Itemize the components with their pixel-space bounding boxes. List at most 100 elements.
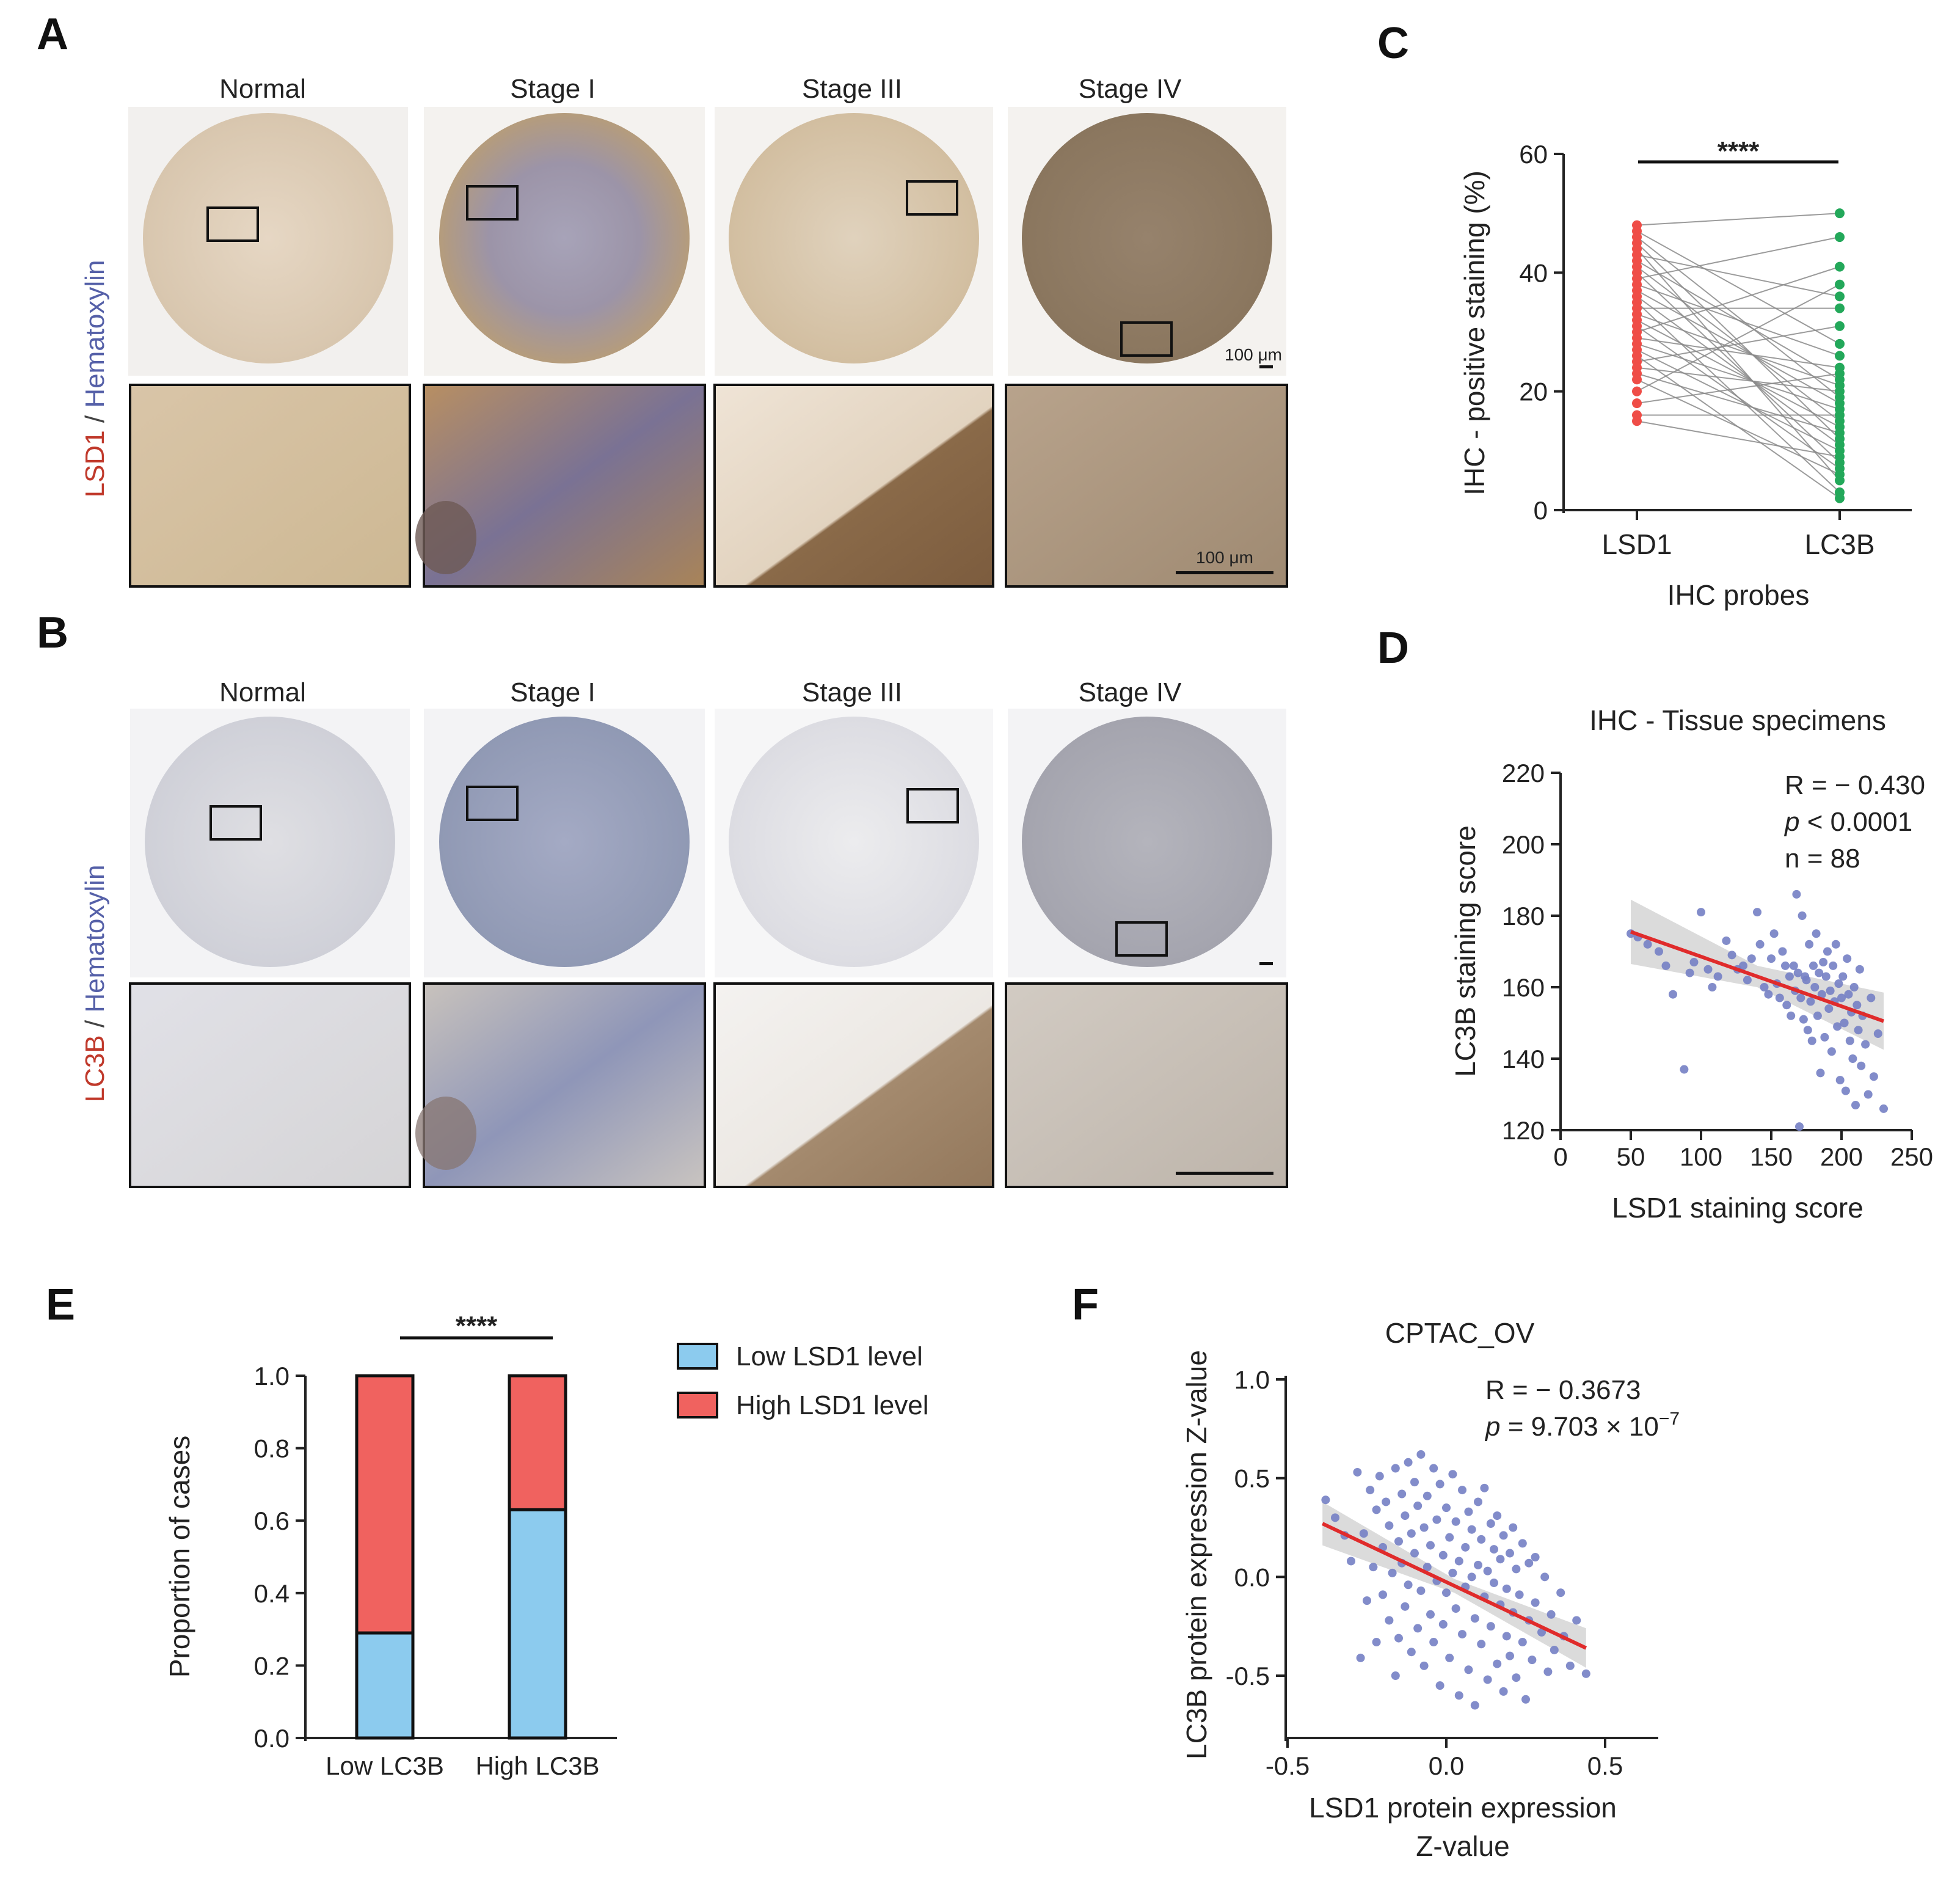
panel-letter-b: B	[37, 608, 68, 657]
d-point	[1855, 965, 1864, 974]
d-point	[1834, 979, 1843, 988]
d-point	[1661, 961, 1670, 970]
stain-label-a: LSD1 / Hematoxylin	[80, 260, 110, 498]
f-point	[1451, 1604, 1460, 1613]
zoom-stage-iii-a	[713, 384, 994, 588]
panel-letter-f: F	[1072, 1280, 1099, 1329]
f-point	[1499, 1687, 1508, 1696]
f-point	[1531, 1598, 1540, 1607]
d-x-tick-label: 150	[1750, 1142, 1793, 1171]
d-point	[1708, 983, 1717, 991]
f-point	[1461, 1543, 1470, 1552]
f-point	[1353, 1467, 1362, 1477]
f-point	[1321, 1495, 1330, 1505]
f-point	[1518, 1539, 1527, 1548]
f-point	[1525, 1558, 1534, 1568]
column-label-stage-iv: Stage IV	[1079, 74, 1182, 104]
f-point	[1331, 1513, 1339, 1522]
f-x-axis-label-line2: Z-value	[1416, 1830, 1509, 1862]
d-point	[1823, 947, 1832, 956]
f-stat-p-symbol: p	[1484, 1412, 1500, 1442]
f-point	[1442, 1588, 1451, 1597]
f-point	[1438, 1619, 1448, 1629]
roi-box-stage-i-b	[466, 786, 519, 821]
d-y-axis-label: LC3B staining score	[1449, 825, 1481, 1077]
f-point	[1407, 1648, 1416, 1657]
f-point	[1401, 1511, 1410, 1521]
d-point	[1775, 993, 1784, 1002]
d-point	[1739, 961, 1747, 970]
f-point	[1509, 1523, 1518, 1532]
c-point-lc3b	[1835, 261, 1845, 272]
f-point	[1480, 1483, 1489, 1492]
f-point	[1448, 1470, 1457, 1479]
f-point	[1490, 1579, 1498, 1588]
f-point	[1429, 1464, 1438, 1473]
c-point-lc3b	[1835, 279, 1845, 290]
column-label-normal-b: Normal	[219, 677, 306, 707]
c-y-tick-label: 60	[1519, 140, 1548, 169]
f-point	[1385, 1616, 1394, 1625]
f-x-tick-label: 0.0	[1429, 1751, 1464, 1780]
c-pair-line	[1636, 313, 1840, 386]
d-point	[1826, 986, 1835, 995]
c-point-lc3b	[1835, 303, 1845, 313]
f-point	[1388, 1568, 1397, 1577]
d-point	[1782, 1001, 1791, 1010]
d-point	[1857, 1061, 1866, 1070]
scale-bar-top-b	[1259, 962, 1273, 965]
c-point-lsd1	[1632, 374, 1642, 385]
d-point	[1805, 940, 1814, 949]
f-point	[1391, 1464, 1400, 1473]
scale-bar-top-label-a: 100 μm	[1225, 345, 1282, 364]
d-point	[1815, 968, 1824, 977]
zoom-stage-iv-a	[1005, 384, 1288, 588]
tma-core-stage-iv-a	[1022, 113, 1272, 363]
f-point	[1379, 1590, 1387, 1599]
f-point	[1426, 1610, 1435, 1619]
f-y-tick-label: 0.0	[1234, 1563, 1270, 1591]
f-point	[1531, 1553, 1540, 1561]
f-point	[1477, 1535, 1486, 1544]
tma-core-stage-iv-b	[1022, 717, 1272, 967]
f-stat-p-exponent: −7	[1659, 1409, 1680, 1429]
f-point	[1486, 1622, 1495, 1631]
d-point	[1747, 954, 1756, 963]
f-point	[1470, 1701, 1479, 1710]
d-point	[1781, 961, 1790, 970]
d-y-tick-label: 180	[1502, 902, 1545, 930]
f-title: CPTAC_OV	[1385, 1317, 1535, 1349]
f-point	[1448, 1568, 1457, 1577]
f-point	[1470, 1614, 1479, 1623]
d-point	[1854, 1026, 1863, 1035]
stain-separator-b: /	[80, 1013, 110, 1035]
f-stat-r: R = − 0.3673	[1485, 1375, 1641, 1405]
f-point	[1506, 1651, 1514, 1660]
f-point	[1556, 1588, 1565, 1597]
c-point-lc3b	[1835, 232, 1845, 243]
roi-box-stage-iii-a	[906, 180, 958, 216]
c-pair-line	[1636, 343, 1840, 410]
f-point	[1572, 1616, 1581, 1625]
d-point	[1848, 1054, 1857, 1063]
c-pair-line	[1636, 236, 1840, 280]
gland-stage-i-a	[415, 501, 476, 574]
f-point	[1356, 1653, 1365, 1662]
d-point	[1833, 1022, 1842, 1031]
d-stat-p-symbol: p	[1783, 807, 1799, 837]
f-point	[1502, 1584, 1511, 1593]
f-point	[1372, 1505, 1381, 1514]
c-y-tick-label: 20	[1519, 378, 1548, 406]
d-point	[1755, 940, 1765, 949]
d-point	[1831, 940, 1840, 949]
f-point	[1419, 1661, 1429, 1670]
f-point	[1467, 1572, 1476, 1582]
c-point-lc3b	[1835, 493, 1845, 503]
zoom-normal-a	[129, 384, 411, 588]
c-pair-line	[1636, 272, 1840, 463]
f-point	[1410, 1549, 1419, 1558]
f-point	[1454, 1691, 1463, 1700]
d-point	[1743, 976, 1752, 985]
f-point	[1369, 1563, 1378, 1572]
d-point	[1851, 1101, 1860, 1110]
